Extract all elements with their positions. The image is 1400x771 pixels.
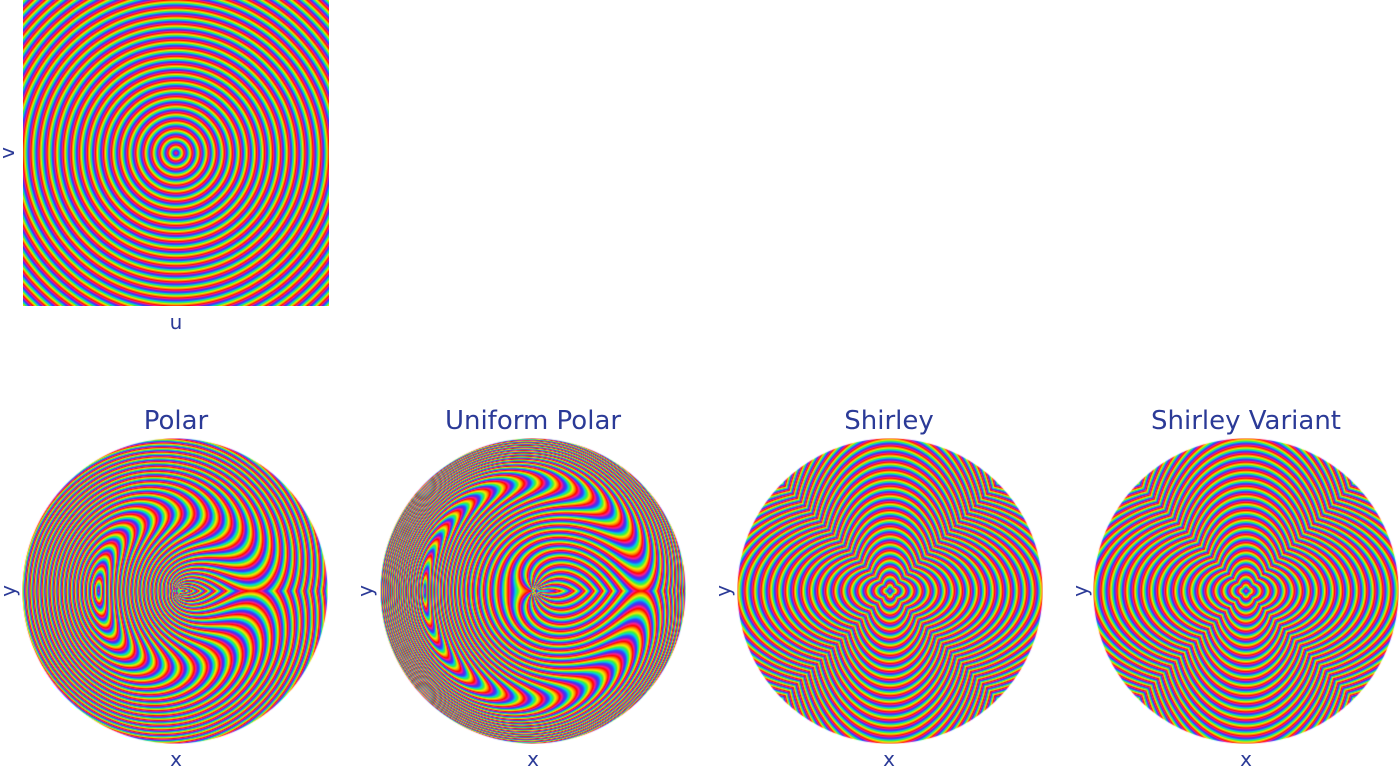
shirley-variant-disk-plot — [1093, 438, 1399, 744]
shirley-y-axis-label: y — [711, 585, 735, 597]
panel-title-uniform-polar: Uniform Polar — [444, 406, 622, 436]
panel-title-shirley: Shirley — [844, 406, 934, 436]
polar-x-axis-label: x — [170, 747, 182, 771]
uniform-polar-disk-plot — [380, 438, 686, 744]
polar-y-axis-label: y — [0, 585, 20, 597]
shirley-x-axis-label: x — [883, 747, 895, 771]
uniform-polar-y-axis-label: y — [353, 585, 377, 597]
shirley-disk-plot — [737, 438, 1043, 744]
panel-title-polar: Polar — [143, 406, 209, 436]
polar-disk-plot — [22, 438, 328, 744]
uv-square-plot — [23, 0, 329, 306]
top-y-axis-label: v — [0, 147, 19, 159]
uniform-polar-x-axis-label: x — [527, 747, 539, 771]
shirley-variant-y-axis-label: y — [1068, 585, 1092, 597]
panel-title-shirley-variant: Shirley Variant — [1151, 406, 1341, 436]
top-x-axis-label: u — [169, 310, 183, 334]
shirley-variant-x-axis-label: x — [1240, 747, 1252, 771]
